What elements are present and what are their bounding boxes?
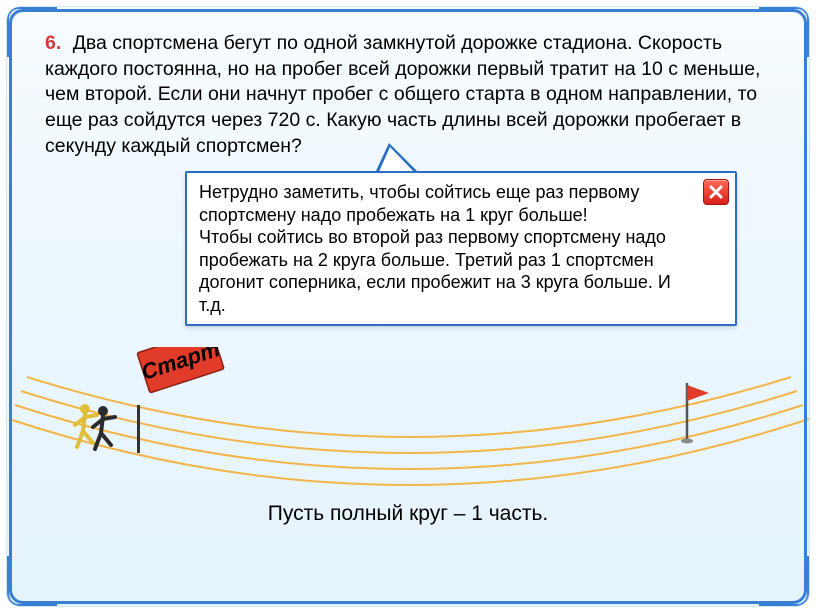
task-number: 6. <box>45 32 61 54</box>
bottom-text: Пусть полный круг – 1 часть. <box>7 502 809 526</box>
callout-box: Нетрудно заметить, чтобы сойтись еще раз… <box>185 171 737 326</box>
task-text: Два спортсмена бегут по одной замкнутой … <box>45 32 760 157</box>
callout-text: Нетрудно заметить, чтобы сойтись еще раз… <box>199 182 671 315</box>
task-text-block: 6. Два спортсмена бегут по одной замкнут… <box>45 31 771 160</box>
slide: 6. Два спортсмена бегут по одной замкнут… <box>6 6 810 607</box>
hint-callout: Нетрудно заметить, чтобы сойтись еще раз… <box>185 171 737 326</box>
close-button[interactable] <box>703 179 729 205</box>
close-icon <box>708 184 724 200</box>
